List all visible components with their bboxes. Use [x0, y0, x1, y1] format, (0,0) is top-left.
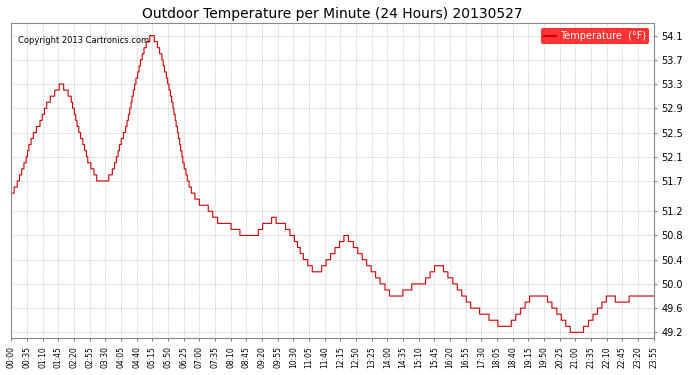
Title: Outdoor Temperature per Minute (24 Hours) 20130527: Outdoor Temperature per Minute (24 Hours…: [142, 7, 523, 21]
Legend: Temperature  (°F): Temperature (°F): [541, 28, 649, 44]
Text: Copyright 2013 Cartronics.com: Copyright 2013 Cartronics.com: [18, 36, 149, 45]
